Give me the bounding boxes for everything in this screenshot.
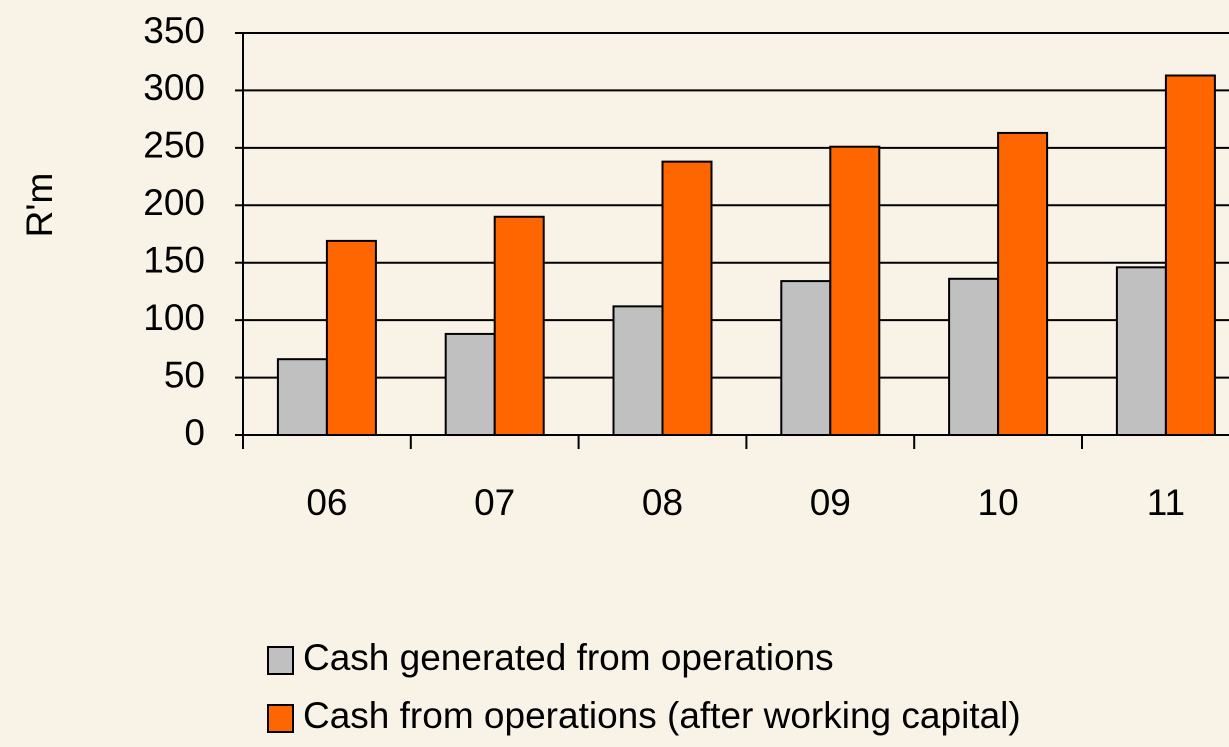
y-tick-label: 100 xyxy=(143,297,205,338)
x-tick-label: 11 xyxy=(1147,482,1185,523)
bar xyxy=(661,160,713,436)
bar xyxy=(493,215,545,436)
x-tick-label: 09 xyxy=(810,482,851,523)
bar xyxy=(612,305,664,436)
bar xyxy=(276,358,328,436)
x-tick-label: 07 xyxy=(474,482,515,523)
bar xyxy=(444,332,496,437)
bar xyxy=(1115,266,1167,436)
bar xyxy=(1164,74,1216,437)
y-tick-label: 0 xyxy=(184,412,205,453)
x-tick-label: 10 xyxy=(978,482,1019,523)
y-tick-label: 150 xyxy=(143,239,205,280)
y-tick-label: 50 xyxy=(164,354,205,395)
bar xyxy=(948,277,1000,436)
bar xyxy=(997,131,1049,436)
bar xyxy=(325,239,377,436)
legend-swatch xyxy=(267,646,294,675)
bar xyxy=(829,145,881,437)
y-tick-label: 200 xyxy=(143,182,205,223)
x-tick-label: 06 xyxy=(306,482,347,523)
bar xyxy=(780,280,832,436)
y-axis-title: R'm xyxy=(19,173,60,238)
y-tick-label: 350 xyxy=(143,10,205,51)
y-tick-label: 300 xyxy=(143,67,205,108)
legend-swatch xyxy=(267,704,294,733)
x-tick-label: 08 xyxy=(642,482,683,523)
legend-label: Cash generated from operations xyxy=(303,637,834,678)
y-tick-label: 250 xyxy=(143,125,205,166)
legend-label: Cash from operations (after working capi… xyxy=(303,695,1021,736)
